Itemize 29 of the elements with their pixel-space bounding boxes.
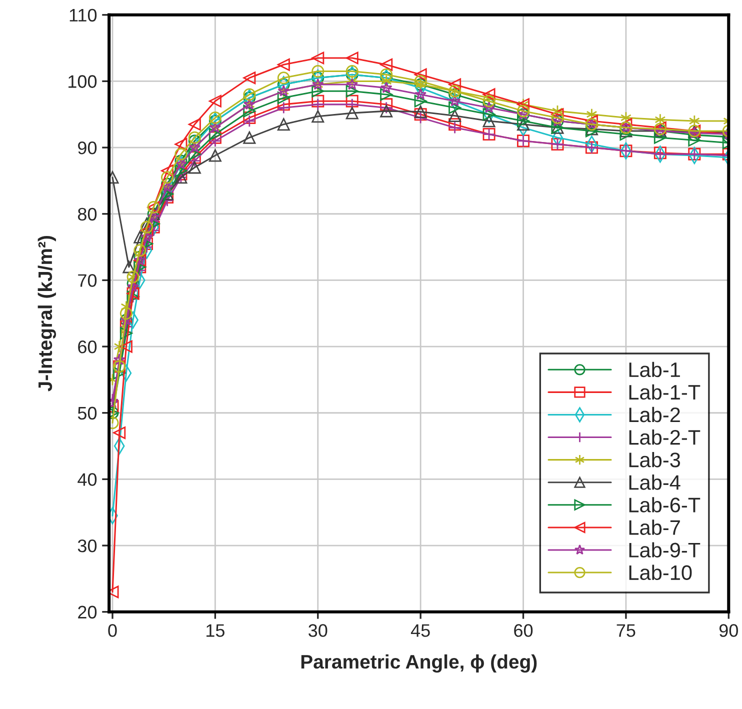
x-tick-label: 0 bbox=[108, 624, 117, 637]
x-tick-label: 60 bbox=[514, 624, 533, 637]
y-axis-title: J-Integral (kJ/m²) bbox=[38, 236, 56, 392]
legend-label: Lab-2 bbox=[629, 406, 680, 422]
legend-label: Lab-7 bbox=[629, 520, 680, 535]
y-tick-label: 30 bbox=[78, 539, 97, 552]
y-tick-label: 80 bbox=[78, 208, 97, 221]
x-tick-label: 45 bbox=[410, 624, 430, 637]
x-axis-title: Parametric Angle, ϕ (deg) bbox=[301, 654, 537, 673]
legend-label: Lab-1 bbox=[629, 362, 680, 378]
y-tick-label: 40 bbox=[78, 473, 97, 486]
legend-label: Lab-1-T bbox=[629, 384, 700, 400]
y-tick-label: 70 bbox=[78, 274, 97, 287]
y-tick-label: 20 bbox=[78, 606, 97, 619]
y-tick-label: 100 bbox=[68, 75, 97, 88]
x-tick-label: 90 bbox=[719, 624, 738, 637]
y-tick-label: 60 bbox=[78, 340, 97, 354]
legend-label: Lab-10 bbox=[629, 564, 692, 580]
legend-label: Lab-3 bbox=[629, 452, 680, 468]
y-tick-label: 90 bbox=[78, 141, 97, 154]
y-tick-label: 50 bbox=[78, 406, 97, 420]
y-tick-label: 110 bbox=[70, 8, 97, 22]
legend-label: Lab-2-T bbox=[629, 429, 700, 445]
x-tick-label: 30 bbox=[308, 624, 328, 637]
x-tick-label: 75 bbox=[616, 624, 636, 637]
legend-label: Lab-6-T bbox=[629, 497, 700, 512]
legend-label: Lab-9-T bbox=[629, 542, 700, 558]
legend-label: Lab-4 bbox=[629, 474, 680, 490]
x-tick-label: 15 bbox=[206, 624, 224, 637]
